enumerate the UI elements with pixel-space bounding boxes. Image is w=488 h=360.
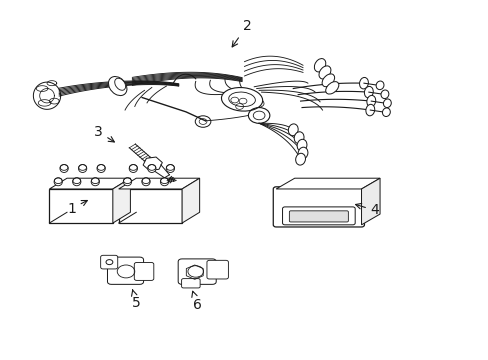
FancyBboxPatch shape bbox=[134, 262, 154, 280]
Ellipse shape bbox=[288, 124, 298, 136]
Ellipse shape bbox=[228, 92, 255, 107]
Polygon shape bbox=[119, 178, 199, 189]
Ellipse shape bbox=[380, 90, 388, 99]
Ellipse shape bbox=[318, 66, 330, 79]
FancyBboxPatch shape bbox=[49, 189, 113, 223]
Ellipse shape bbox=[365, 104, 374, 116]
Ellipse shape bbox=[221, 87, 262, 111]
FancyBboxPatch shape bbox=[178, 259, 216, 284]
Ellipse shape bbox=[364, 86, 372, 98]
FancyBboxPatch shape bbox=[273, 187, 364, 227]
Ellipse shape bbox=[314, 59, 325, 72]
FancyBboxPatch shape bbox=[181, 279, 200, 288]
Ellipse shape bbox=[91, 178, 99, 186]
Ellipse shape bbox=[297, 139, 306, 151]
Text: 5: 5 bbox=[131, 290, 141, 310]
FancyBboxPatch shape bbox=[101, 255, 118, 269]
Ellipse shape bbox=[60, 165, 68, 172]
Ellipse shape bbox=[325, 82, 338, 94]
Polygon shape bbox=[182, 178, 199, 223]
FancyBboxPatch shape bbox=[119, 189, 182, 223]
Ellipse shape bbox=[108, 77, 127, 95]
Ellipse shape bbox=[382, 108, 389, 117]
FancyBboxPatch shape bbox=[282, 207, 354, 225]
Ellipse shape bbox=[375, 81, 383, 90]
Polygon shape bbox=[361, 178, 379, 225]
Text: 2: 2 bbox=[232, 19, 251, 47]
Ellipse shape bbox=[359, 77, 367, 89]
Ellipse shape bbox=[147, 165, 156, 172]
FancyBboxPatch shape bbox=[107, 257, 143, 284]
Ellipse shape bbox=[295, 153, 305, 165]
Text: 1: 1 bbox=[67, 201, 87, 216]
Polygon shape bbox=[113, 178, 130, 223]
Text: 3: 3 bbox=[94, 125, 114, 142]
FancyBboxPatch shape bbox=[206, 260, 228, 279]
Ellipse shape bbox=[142, 178, 150, 186]
Text: 4: 4 bbox=[355, 203, 379, 217]
Polygon shape bbox=[49, 178, 130, 189]
Ellipse shape bbox=[54, 178, 62, 186]
Ellipse shape bbox=[298, 147, 307, 159]
Ellipse shape bbox=[383, 99, 390, 108]
Ellipse shape bbox=[166, 165, 174, 172]
Ellipse shape bbox=[123, 178, 131, 186]
FancyBboxPatch shape bbox=[289, 211, 347, 222]
Text: 6: 6 bbox=[191, 291, 201, 312]
Ellipse shape bbox=[160, 178, 168, 186]
Ellipse shape bbox=[294, 132, 304, 144]
Ellipse shape bbox=[73, 178, 81, 186]
Ellipse shape bbox=[366, 95, 375, 107]
Ellipse shape bbox=[78, 165, 86, 172]
Polygon shape bbox=[276, 178, 379, 189]
Ellipse shape bbox=[129, 165, 137, 172]
Ellipse shape bbox=[115, 78, 125, 90]
Ellipse shape bbox=[322, 74, 334, 87]
Ellipse shape bbox=[97, 165, 105, 172]
